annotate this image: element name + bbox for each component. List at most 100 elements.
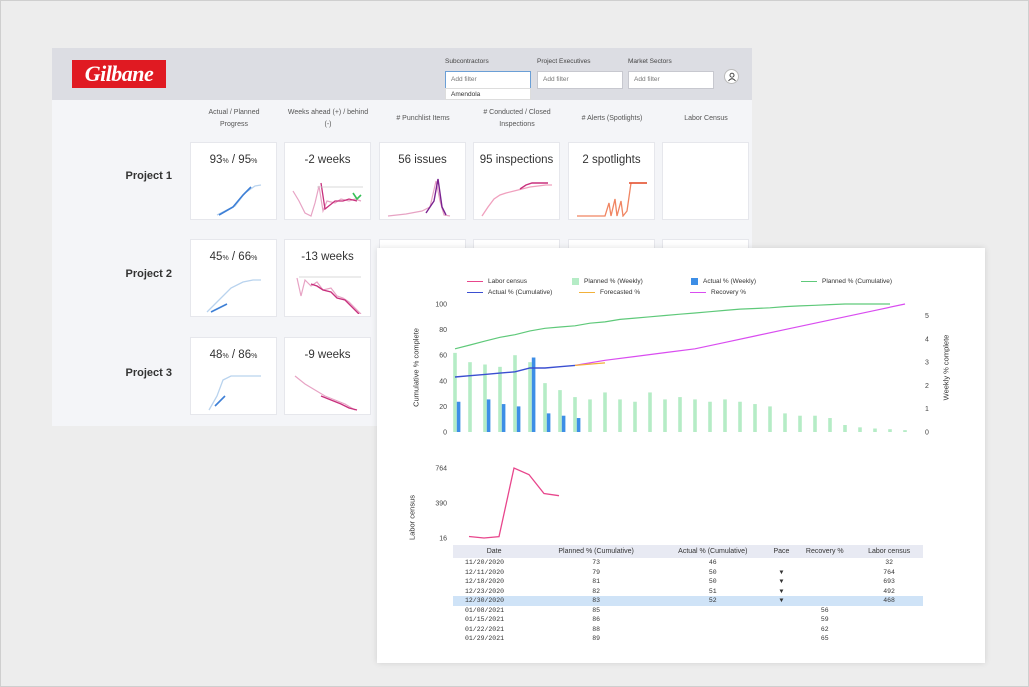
labor-y-tick-label: 764	[435, 466, 447, 473]
legend-swatch	[467, 291, 483, 294]
cell-pace: ▼	[779, 587, 784, 595]
cell-actual	[657, 634, 769, 644]
inspections-value: 95 inspections	[479, 154, 554, 166]
legend-planned-weekly[interactable]: Planned % (Weekly)	[572, 278, 643, 285]
pct-sign: %	[251, 255, 258, 262]
planned-weekly-bar	[528, 362, 532, 432]
recovery-line	[574, 303, 906, 366]
cell-actual: 50	[708, 578, 717, 586]
project-executives-label: Project Executives	[537, 58, 591, 65]
col-planned[interactable]: Planned % (Cumulative)	[535, 545, 657, 558]
cell-actual: 51	[708, 587, 717, 595]
subcontractors-input[interactable]	[445, 70, 531, 89]
project-3-weeks-cell[interactable]: -9 weeks	[284, 337, 371, 415]
pct-sign: %	[251, 158, 258, 165]
table-row[interactable]: 01/15/2021 86 59	[453, 615, 923, 625]
col-pace[interactable]: Pace	[768, 545, 795, 558]
project-1-labor-cell[interactable]	[662, 142, 749, 220]
column-header-progress[interactable]: Actual / Planned Progress	[189, 104, 279, 134]
planned-weekly-bar	[798, 415, 802, 432]
table-row[interactable]: 01/29/2021 89 65	[453, 634, 923, 644]
planned-weekly-bar	[738, 401, 742, 432]
weeks-value: -2 weeks	[304, 154, 351, 166]
column-header-line: Weeks ahead (+) / behind	[287, 109, 369, 116]
legend-forecasted[interactable]: Forecasted %	[579, 289, 640, 296]
legend-label: Actual % (Cumulative)	[488, 289, 553, 296]
cell-labor: 468	[855, 596, 923, 606]
legend-labor-census[interactable]: Labor census	[467, 278, 527, 285]
project-2-weeks-cell[interactable]: -13 weeks	[284, 239, 371, 317]
table-row[interactable]: 12/18/2020 81 50 ▼ 693	[453, 577, 923, 587]
project-1-punchlist-cell[interactable]: 56 issues	[379, 142, 466, 220]
planned-weekly-bar	[513, 355, 517, 432]
planned-weekly-bar	[753, 404, 757, 432]
planned-weekly-bar	[828, 418, 832, 432]
planned-weekly-bar	[768, 406, 772, 432]
user-icon[interactable]	[724, 69, 739, 84]
cell-recovery: 59	[820, 616, 829, 624]
planned-pct: 86	[238, 349, 252, 361]
column-header-line: Inspections	[499, 121, 535, 128]
project-1-alerts-cell[interactable]: 2 spotlights	[568, 142, 655, 220]
project-executives-input[interactable]	[537, 70, 623, 89]
gilbane-logo[interactable]: Gilbane	[72, 60, 166, 88]
table-body: 11/20/2020 73 46 32 12/11/2020 79 50 ▼ 764 12/18/…	[453, 558, 923, 644]
table-row[interactable]: 01/08/2021 85 56	[453, 606, 923, 616]
cell-actual: 52	[656, 596, 769, 606]
table-row[interactable]: 12/11/2020 79 50 ▼ 764	[453, 568, 923, 578]
cell-pace: ▼	[779, 578, 784, 586]
subcontractor-option-amendola[interactable]: Amendola	[445, 88, 531, 100]
legend-swatch	[572, 278, 579, 285]
table-row[interactable]: 12/30/2020 83 52 ▼ 468	[453, 596, 923, 606]
progress-combo-chart: 100 80 60 40 20 0 5 4 3 2 1 0 764 390 16	[435, 302, 929, 543]
legend-actual-cumulative[interactable]: Actual % (Cumulative)	[467, 289, 552, 296]
column-header-inspections[interactable]: # Conducted / Closed Inspections	[472, 104, 562, 134]
project-3-label[interactable]: Project 3	[125, 367, 172, 379]
col-labor[interactable]: Labor census	[855, 545, 923, 558]
column-header-alerts[interactable]: # Alerts (Spotlights)	[567, 104, 657, 134]
table-row[interactable]: 11/20/2020 73 46 32	[453, 558, 923, 568]
column-header-line: # Alerts (Spotlights)	[581, 115, 643, 122]
cell-date: 01/08/2021	[465, 606, 505, 614]
cell-pace: ▼	[768, 596, 795, 606]
legend-recovery[interactable]: Recovery %	[690, 289, 746, 296]
column-header-labor[interactable]: Labor Census	[661, 104, 751, 134]
project-2-progress-cell[interactable]: 45% / 66%	[190, 239, 277, 317]
project-2-label[interactable]: Project 2	[125, 268, 172, 280]
col-actual[interactable]: Actual % (Cumulative)	[656, 545, 769, 558]
planned-pct: 66	[238, 251, 252, 263]
column-header-punchlist[interactable]: # Punchlist Items	[378, 104, 468, 134]
cell-pace	[769, 634, 795, 644]
column-header-line: Progress	[219, 121, 248, 128]
labor-y-tick-label: 16	[439, 536, 447, 543]
punchlist-value: 56 issues	[398, 154, 447, 166]
cell-planned: 89	[592, 635, 600, 643]
project-1-progress-cell[interactable]: 93% / 95%	[190, 142, 277, 220]
actual-cumulative-line	[454, 364, 576, 378]
legend-planned-cumulative[interactable]: Planned % (Cumulative)	[801, 278, 892, 285]
col-recovery[interactable]: Recovery %	[794, 545, 856, 558]
col-date[interactable]: Date	[453, 545, 536, 558]
legend-swatch	[690, 291, 706, 294]
planned-weekly-bar	[888, 429, 892, 432]
cell-recovery	[794, 587, 855, 597]
cell-date: 01/29/2021	[465, 635, 505, 643]
forecasted-line	[574, 362, 606, 366]
column-header-weeks[interactable]: Weeks ahead (+) / behind (-)	[283, 104, 373, 134]
project-1-label[interactable]: Project 1	[125, 170, 172, 182]
project-1-weeks-cell[interactable]: -2 weeks	[284, 142, 371, 220]
weeks-sparkline	[296, 276, 362, 314]
cell-actual: 46	[708, 559, 717, 567]
dashboard-header: Gilbane Subcontractors Project Executive…	[52, 48, 752, 100]
planned-weekly-bar	[648, 392, 652, 432]
market-sectors-input[interactable]	[628, 70, 714, 89]
cell-labor: 492	[883, 587, 895, 595]
cell-labor	[855, 606, 923, 616]
table-row[interactable]: 01/22/2021 88 62	[453, 625, 923, 635]
legend-actual-weekly[interactable]: Actual % (Weekly)	[691, 278, 756, 285]
table-row[interactable]: 12/23/2020 82 51 ▼ 492	[453, 587, 923, 597]
project-3-progress-cell[interactable]: 48% / 86%	[190, 337, 277, 415]
punchlist-sparkline	[387, 178, 451, 217]
y2-tick-label: 5	[925, 313, 929, 320]
project-1-inspections-cell[interactable]: 95 inspections	[473, 142, 560, 220]
